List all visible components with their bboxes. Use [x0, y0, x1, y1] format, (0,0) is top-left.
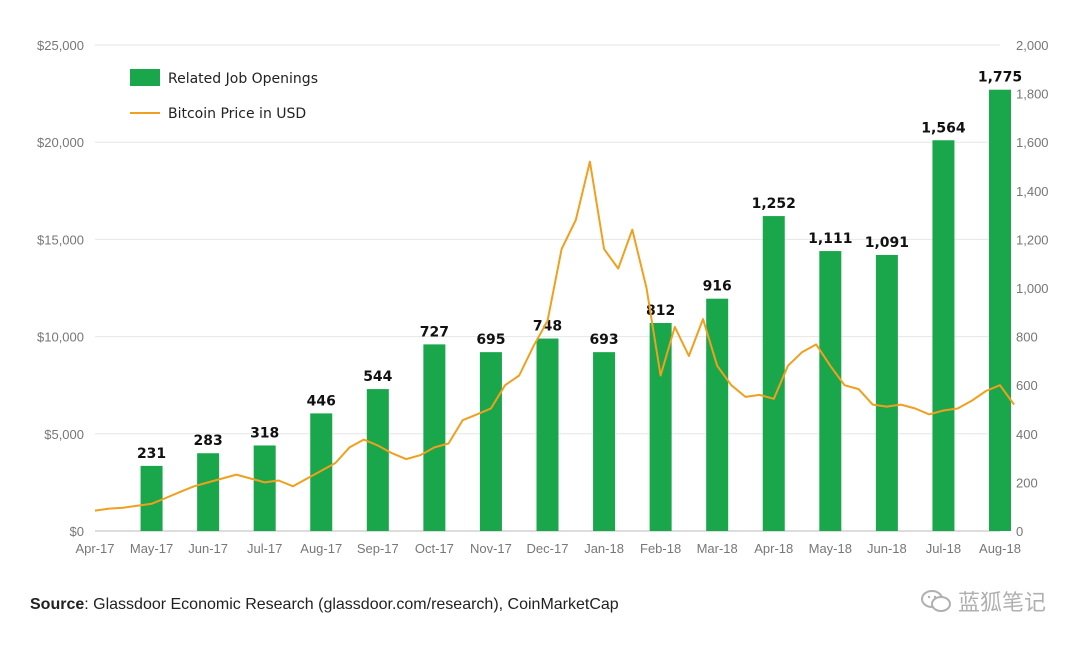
bars-job-openings [140, 89, 1011, 532]
left-tick-label: $0 [70, 524, 84, 539]
legend-label-bars: Related Job Openings [168, 71, 318, 87]
bar-value-label: 1,775 [978, 70, 1022, 86]
bar [310, 413, 333, 531]
right-tick-label: 800 [1016, 330, 1038, 345]
bar-value-label: 693 [589, 332, 618, 348]
bar [649, 322, 672, 531]
bar-value-label: 812 [646, 303, 675, 319]
combo-chart: 231 283 318 446 544 727 695 748 693 812 916 1,252 1,… [37, 38, 1049, 556]
bar-value-label: 748 [533, 319, 562, 335]
right-tick-label: 1,400 [1016, 184, 1049, 199]
source-note: Source: Glassdoor Economic Research (gla… [30, 596, 619, 614]
bar [197, 453, 220, 531]
bar-value-label: 318 [250, 425, 279, 441]
legend-label-line: Bitcoin Price in USD [168, 106, 306, 122]
wechat-icon [920, 590, 951, 612]
bar [140, 465, 163, 531]
left-tick-label: $5,000 [44, 427, 84, 442]
x-tick-label: Aug-17 [300, 541, 342, 556]
right-tick-label: 400 [1016, 427, 1038, 442]
bar [366, 389, 389, 531]
x-tick-label: Feb-18 [640, 541, 681, 556]
source-text: : Glassdoor Economic Research (glassdoor… [84, 596, 619, 613]
bitcoin-price-polyline [94, 160, 1015, 512]
right-tick-label: 0 [1016, 524, 1023, 539]
legend-swatch-bars [130, 69, 160, 86]
x-tick-label: Jul-18 [926, 541, 961, 556]
bar-value-label: 231 [137, 446, 166, 462]
gridlines [95, 44, 1000, 532]
left-axis-ticks: $0 $5,000 $10,000 $15,000 $20,000 $25,000 [37, 38, 84, 539]
x-tick-label: Jul-17 [247, 541, 282, 556]
right-tick-label: 1,600 [1016, 135, 1049, 150]
bar [253, 445, 276, 531]
x-tick-label: Jan-18 [584, 541, 624, 556]
left-tick-label: $15,000 [37, 232, 84, 247]
bar [819, 251, 842, 531]
x-tick-label: Nov-17 [470, 541, 512, 556]
right-tick-label: 600 [1016, 378, 1038, 393]
bar [706, 298, 729, 531]
x-tick-label: May-17 [130, 541, 173, 556]
bar-value-label: 727 [420, 324, 449, 340]
right-tick-label: 1,800 [1016, 87, 1049, 102]
bar [593, 352, 616, 531]
left-tick-label: $10,000 [37, 330, 84, 345]
bar [479, 352, 502, 531]
x-tick-label: Apr-17 [75, 541, 114, 556]
bitcoin-price-line [94, 160, 1015, 512]
left-tick-label: $20,000 [37, 135, 84, 150]
bar [762, 216, 785, 531]
bar-value-label: 446 [307, 393, 336, 409]
x-axis-ticks: Apr-17 May-17 Jun-17 Jul-17 Aug-17 Sep-17 Oct-… [75, 541, 1020, 556]
right-tick-label: 1,000 [1016, 281, 1049, 296]
bar-value-label: 283 [194, 433, 223, 449]
left-tick-label: $25,000 [37, 38, 84, 53]
right-tick-label: 200 [1016, 475, 1038, 490]
x-tick-label: Jun-17 [188, 541, 228, 556]
bar-value-label: 1,564 [921, 120, 966, 136]
bar-value-label: 1,252 [752, 196, 796, 212]
x-tick-label: Mar-18 [697, 541, 738, 556]
x-tick-label: Sep-17 [357, 541, 399, 556]
x-tick-label: Oct-17 [415, 541, 454, 556]
bar-value-label: 695 [476, 332, 505, 348]
bar-value-label: 1,091 [865, 235, 909, 251]
x-tick-label: Apr-18 [754, 541, 793, 556]
bar-value-labels: 231 283 318 446 544 727 695 748 693 812 916 1,252 1,… [137, 70, 1022, 462]
right-tick-label: 2,000 [1016, 38, 1049, 53]
bar [423, 344, 446, 531]
bar [989, 89, 1011, 531]
bar-value-label: 1,111 [808, 231, 852, 247]
x-tick-label: Jun-18 [867, 541, 907, 556]
legend: Related Job Openings Bitcoin Price in US… [130, 69, 318, 122]
x-tick-label: May-18 [809, 541, 852, 556]
bar [875, 254, 898, 531]
x-tick-label: Aug-18 [979, 541, 1021, 556]
bar-value-label: 916 [703, 279, 732, 295]
right-axis-ticks: 0 200 400 600 800 1,000 1,200 1,400 1,600 1,800 2,… [1016, 38, 1049, 539]
x-tick-label: Dec-17 [527, 541, 569, 556]
bar [932, 140, 955, 532]
watermark: 蓝狐笔记 [920, 585, 1046, 617]
bar-value-label: 544 [363, 369, 392, 385]
source-label: Source [30, 596, 85, 613]
bar [536, 338, 559, 531]
right-tick-label: 1,200 [1016, 232, 1049, 247]
watermark-text: 蓝狐笔记 [957, 591, 1046, 616]
